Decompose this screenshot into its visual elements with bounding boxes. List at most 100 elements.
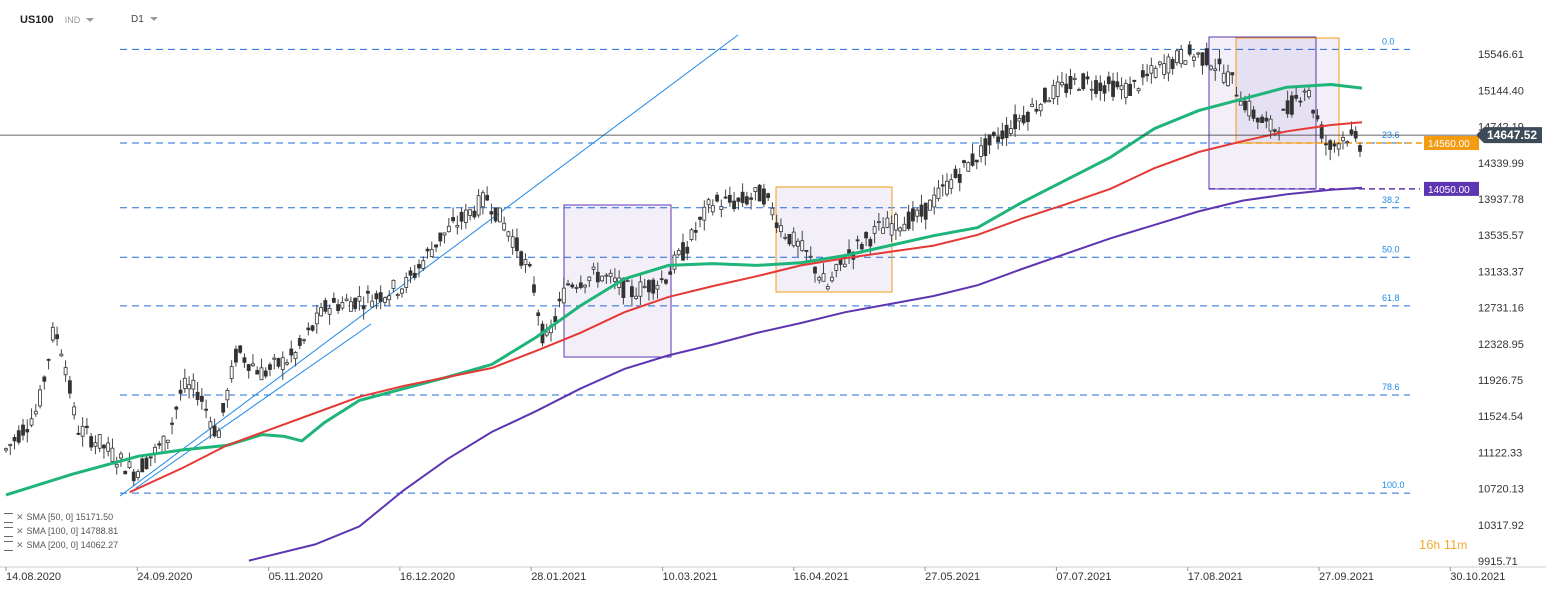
candle-down — [727, 194, 732, 203]
candle-up — [455, 224, 460, 228]
candle-down — [246, 364, 251, 371]
candle-down — [940, 184, 945, 187]
candle-down — [178, 389, 183, 394]
sma-line — [5, 82, 1363, 497]
legend-item-sma50[interactable]: ✕ SMA [50, 0] 15171.50 — [4, 510, 118, 524]
candle-up — [421, 260, 426, 269]
candle-down — [923, 202, 928, 220]
candle-down — [140, 458, 145, 473]
candle-down — [651, 279, 656, 294]
candle-down — [263, 370, 268, 377]
candle-down — [1285, 100, 1290, 115]
candle-up — [446, 225, 451, 233]
candle-down — [647, 280, 651, 293]
candles — [4, 41, 1362, 487]
legend-item-sma100[interactable]: ✕ SMA [100, 0] 14788.81 — [4, 524, 118, 538]
close-icon[interactable]: ✕ — [16, 512, 24, 522]
candle-down — [336, 304, 341, 311]
candle-down — [204, 408, 209, 411]
candle-down — [1204, 48, 1209, 66]
settings-icon[interactable] — [4, 512, 13, 523]
candle-down — [864, 232, 868, 239]
candle-down — [408, 270, 413, 276]
close-icon[interactable]: ✕ — [16, 540, 24, 550]
candle-up — [191, 379, 196, 390]
candle-up — [889, 223, 894, 236]
candle-down — [412, 272, 417, 278]
candle-up — [1072, 77, 1077, 80]
candle-down — [693, 230, 698, 233]
symbol-selector[interactable]: US100 IND — [20, 14, 95, 26]
candle-down — [761, 188, 766, 205]
candle-up — [625, 280, 630, 282]
candle-up — [796, 240, 800, 247]
settings-icon[interactable] — [4, 526, 13, 537]
candle-down — [774, 222, 779, 228]
candle-countdown: 16h 11m — [1419, 537, 1467, 552]
chevron-down-icon — [86, 18, 95, 23]
candle-up — [791, 231, 796, 247]
candle-up — [706, 199, 711, 206]
candle-down — [519, 251, 524, 266]
legend-label-sma100: SMA [100, 0] 14788.81 — [26, 526, 119, 536]
candle-up — [442, 232, 447, 236]
candle-down — [1081, 73, 1086, 90]
candle-up — [429, 249, 434, 257]
candle-down — [953, 168, 958, 179]
candle-up — [1055, 81, 1060, 97]
fib-level-label: 61.8 — [1382, 293, 1400, 303]
fib-level-label: 50.0 — [1382, 244, 1400, 254]
candle-down — [757, 184, 762, 202]
x-tick-label: 14.08.2020 — [6, 571, 61, 583]
candle-up — [753, 187, 758, 192]
interval-selector[interactable]: D1 — [131, 14, 158, 25]
candle-up — [1162, 63, 1167, 75]
candle-down — [698, 216, 702, 220]
candle-up — [825, 286, 830, 290]
x-tick-label: 05.11.2020 — [269, 571, 323, 583]
candle-down — [1230, 72, 1235, 76]
candle-down — [685, 246, 690, 254]
candle-up — [979, 145, 983, 157]
candle-down — [515, 237, 519, 252]
legend-item-sma200[interactable]: ✕ SMA [200, 0] 14062.27 — [4, 538, 118, 552]
candle-up — [591, 266, 596, 270]
candle-down — [238, 345, 243, 353]
candle-up — [468, 209, 473, 216]
candle-down — [740, 191, 745, 203]
candle-up — [1077, 89, 1081, 91]
candle-up — [1047, 99, 1052, 103]
y-tick-label: 12328.95 — [1478, 339, 1524, 351]
x-tick-label: 28.01.2021 — [531, 571, 586, 583]
candle-up — [1221, 72, 1226, 83]
settings-icon[interactable] — [4, 540, 13, 551]
y-tick-label: 11524.54 — [1478, 411, 1523, 423]
candle-up — [966, 162, 971, 172]
candle-down — [1332, 143, 1337, 147]
candle-down — [659, 278, 664, 281]
close-icon[interactable]: ✕ — [16, 526, 24, 536]
candle-up — [182, 377, 187, 389]
candle-down — [578, 282, 583, 288]
trend-line — [119, 34, 739, 497]
candle-up — [387, 295, 392, 301]
trend-line — [135, 323, 372, 489]
x-tick-label: 27.09.2021 — [1319, 571, 1374, 583]
x-tick-label: 16.12.2020 — [400, 571, 455, 583]
candle-down — [957, 174, 962, 183]
candle-down — [749, 197, 754, 200]
candle-down — [911, 208, 915, 222]
interval-label: D1 — [131, 14, 144, 25]
candle-up — [949, 179, 954, 189]
candle-up — [612, 277, 617, 282]
candle-down — [434, 244, 438, 248]
candle-down — [859, 244, 864, 250]
candle-down — [12, 436, 17, 442]
candle-down — [374, 293, 379, 300]
candle-down — [595, 271, 600, 283]
candle-up — [1238, 100, 1243, 106]
candle-down — [255, 370, 260, 375]
candle-up — [4, 448, 8, 451]
candle-down — [804, 250, 809, 252]
